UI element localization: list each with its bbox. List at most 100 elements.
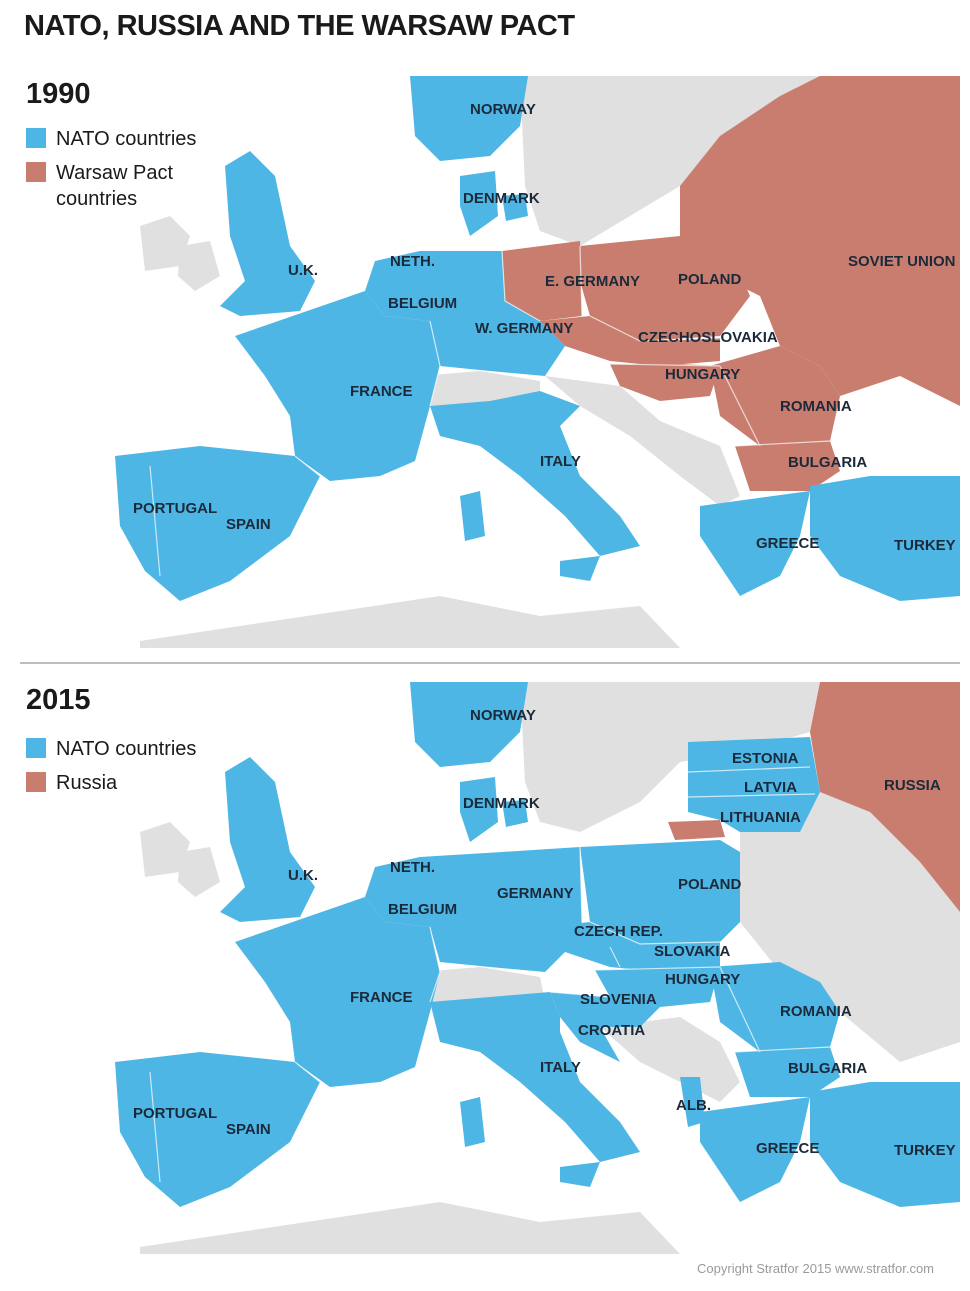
country-labels-2015: NORWAY DENMARK ESTONIA LATVIA LITHUANIA … <box>133 707 956 1159</box>
label-estonia: ESTONIA <box>732 750 799 767</box>
russia-region <box>810 682 960 912</box>
year-heading-2015: 2015 <box>26 684 91 716</box>
label-spain: SPAIN <box>226 1121 271 1138</box>
country-labels-1990: NORWAY DENMARK U.K. NETH. BELGIUM W. GER… <box>133 101 956 554</box>
france-region <box>235 897 440 1087</box>
legend-swatch-russia <box>26 772 46 792</box>
map-2015: NORWAY DENMARK ESTONIA LATVIA LITHUANIA … <box>20 682 960 1254</box>
slovenia-croatia-region <box>550 992 660 1062</box>
romania-region <box>710 346 840 446</box>
label-croatia: CROATIA <box>578 1022 645 1039</box>
uk-region <box>220 757 315 922</box>
label-bulgaria: BULGARIA <box>788 454 867 471</box>
page-title: NATO, RUSSIA AND THE WARSAW PACT <box>24 10 575 42</box>
hungary-region <box>595 967 720 1007</box>
legend-swatch-warsaw <box>26 162 46 182</box>
label-romania: ROMANIA <box>780 1003 852 1020</box>
label-czechoslovakia: CZECHOSLOVAKIA <box>638 329 778 346</box>
ireland-region <box>178 241 220 291</box>
label-uk: U.K. <box>288 262 318 279</box>
france-region <box>235 291 440 481</box>
label-latvia: LATVIA <box>744 779 797 796</box>
w-germany-region <box>420 251 565 376</box>
label-e-germany: E. GERMANY <box>545 273 640 290</box>
denmark-region <box>460 171 498 236</box>
bulgaria-region <box>735 1047 840 1097</box>
denmark-islands <box>502 194 528 221</box>
italy-region <box>430 391 640 556</box>
map-panel-2015: NORWAY DENMARK ESTONIA LATVIA LITHUANIA … <box>20 682 960 1254</box>
label-lithuania: LITHUANIA <box>720 809 801 826</box>
greece-region <box>700 491 810 596</box>
hungary-region <box>610 364 720 401</box>
label-poland: POLAND <box>678 876 742 893</box>
legend-label-russia: Russia <box>56 772 118 794</box>
label-denmark: DENMARK <box>463 190 540 207</box>
label-denmark: DENMARK <box>463 795 540 812</box>
label-alb: ALB. <box>676 1097 711 1114</box>
label-romania: ROMANIA <box>780 398 852 415</box>
label-w-germany: W. GERMANY <box>475 320 573 337</box>
turkey-region <box>810 1082 960 1207</box>
iberia-region <box>115 446 320 601</box>
norway-region <box>410 76 528 161</box>
bulgaria-region <box>735 441 840 491</box>
panel-divider <box>20 662 960 664</box>
label-belgium: BELGIUM <box>388 295 457 312</box>
germany-region <box>420 847 582 972</box>
label-poland: POLAND <box>678 271 742 288</box>
label-italy: ITALY <box>540 1059 581 1076</box>
map-panel-1990: NORWAY DENMARK U.K. NETH. BELGIUM W. GER… <box>20 76 960 648</box>
legend-label-nato: NATO countries <box>56 738 197 760</box>
copyright-footer: Copyright Stratfor 2015 www.stratfor.com <box>697 1261 934 1276</box>
italy-region <box>430 992 640 1162</box>
label-uk: U.K. <box>288 867 318 884</box>
baltics-region <box>688 737 820 832</box>
uk-region <box>220 151 315 316</box>
legend-swatch-nato <box>26 128 46 148</box>
label-hungary: HUNGARY <box>665 366 740 383</box>
label-neth: NETH. <box>390 859 435 876</box>
label-portugal: PORTUGAL <box>133 500 217 517</box>
sardinia-region <box>460 491 485 541</box>
label-spain: SPAIN <box>226 516 271 533</box>
legend-label-nato: NATO countries <box>56 128 197 150</box>
label-italy: ITALY <box>540 453 581 470</box>
label-hungary: HUNGARY <box>665 971 740 988</box>
legend-label-warsaw: Warsaw Pact countries <box>56 162 174 210</box>
sicily-region <box>560 1162 600 1187</box>
label-germany: GERMANY <box>497 885 574 902</box>
label-soviet-union: SOVIET UNION <box>848 253 956 270</box>
label-turkey: TURKEY <box>894 1142 956 1159</box>
albania-region <box>680 1077 705 1127</box>
label-turkey: TURKEY <box>894 537 956 554</box>
label-france: FRANCE <box>350 989 413 1006</box>
label-belgium: BELGIUM <box>388 901 457 918</box>
poland-region <box>580 840 740 944</box>
label-norway: NORWAY <box>470 101 536 118</box>
e-germany-region <box>502 241 582 321</box>
denmark-region <box>460 777 498 842</box>
label-russia: RUSSIA <box>884 777 941 794</box>
denmark-islands <box>502 800 528 827</box>
norway-region <box>410 682 528 767</box>
label-norway: NORWAY <box>470 707 536 724</box>
label-slovakia: SLOVAKIA <box>654 943 731 960</box>
turkey-region <box>810 476 960 601</box>
romania-region <box>710 962 840 1052</box>
label-france: FRANCE <box>350 383 413 400</box>
legend-swatch-nato <box>26 738 46 758</box>
czechoslovakia-region <box>540 316 720 366</box>
poland-region <box>580 236 750 341</box>
sardinia-region <box>460 1097 485 1147</box>
year-heading-1990: 1990 <box>26 78 91 110</box>
label-neth: NETH. <box>390 253 435 270</box>
kaliningrad-region <box>668 820 725 840</box>
sicily-region <box>560 556 600 581</box>
greece-region <box>700 1097 810 1202</box>
label-portugal: PORTUGAL <box>133 1105 217 1122</box>
ireland-region <box>178 847 220 897</box>
label-slovenia: SLOVENIA <box>580 991 657 1008</box>
benelux-region <box>365 857 440 927</box>
czech-slovakia-region <box>545 922 720 972</box>
